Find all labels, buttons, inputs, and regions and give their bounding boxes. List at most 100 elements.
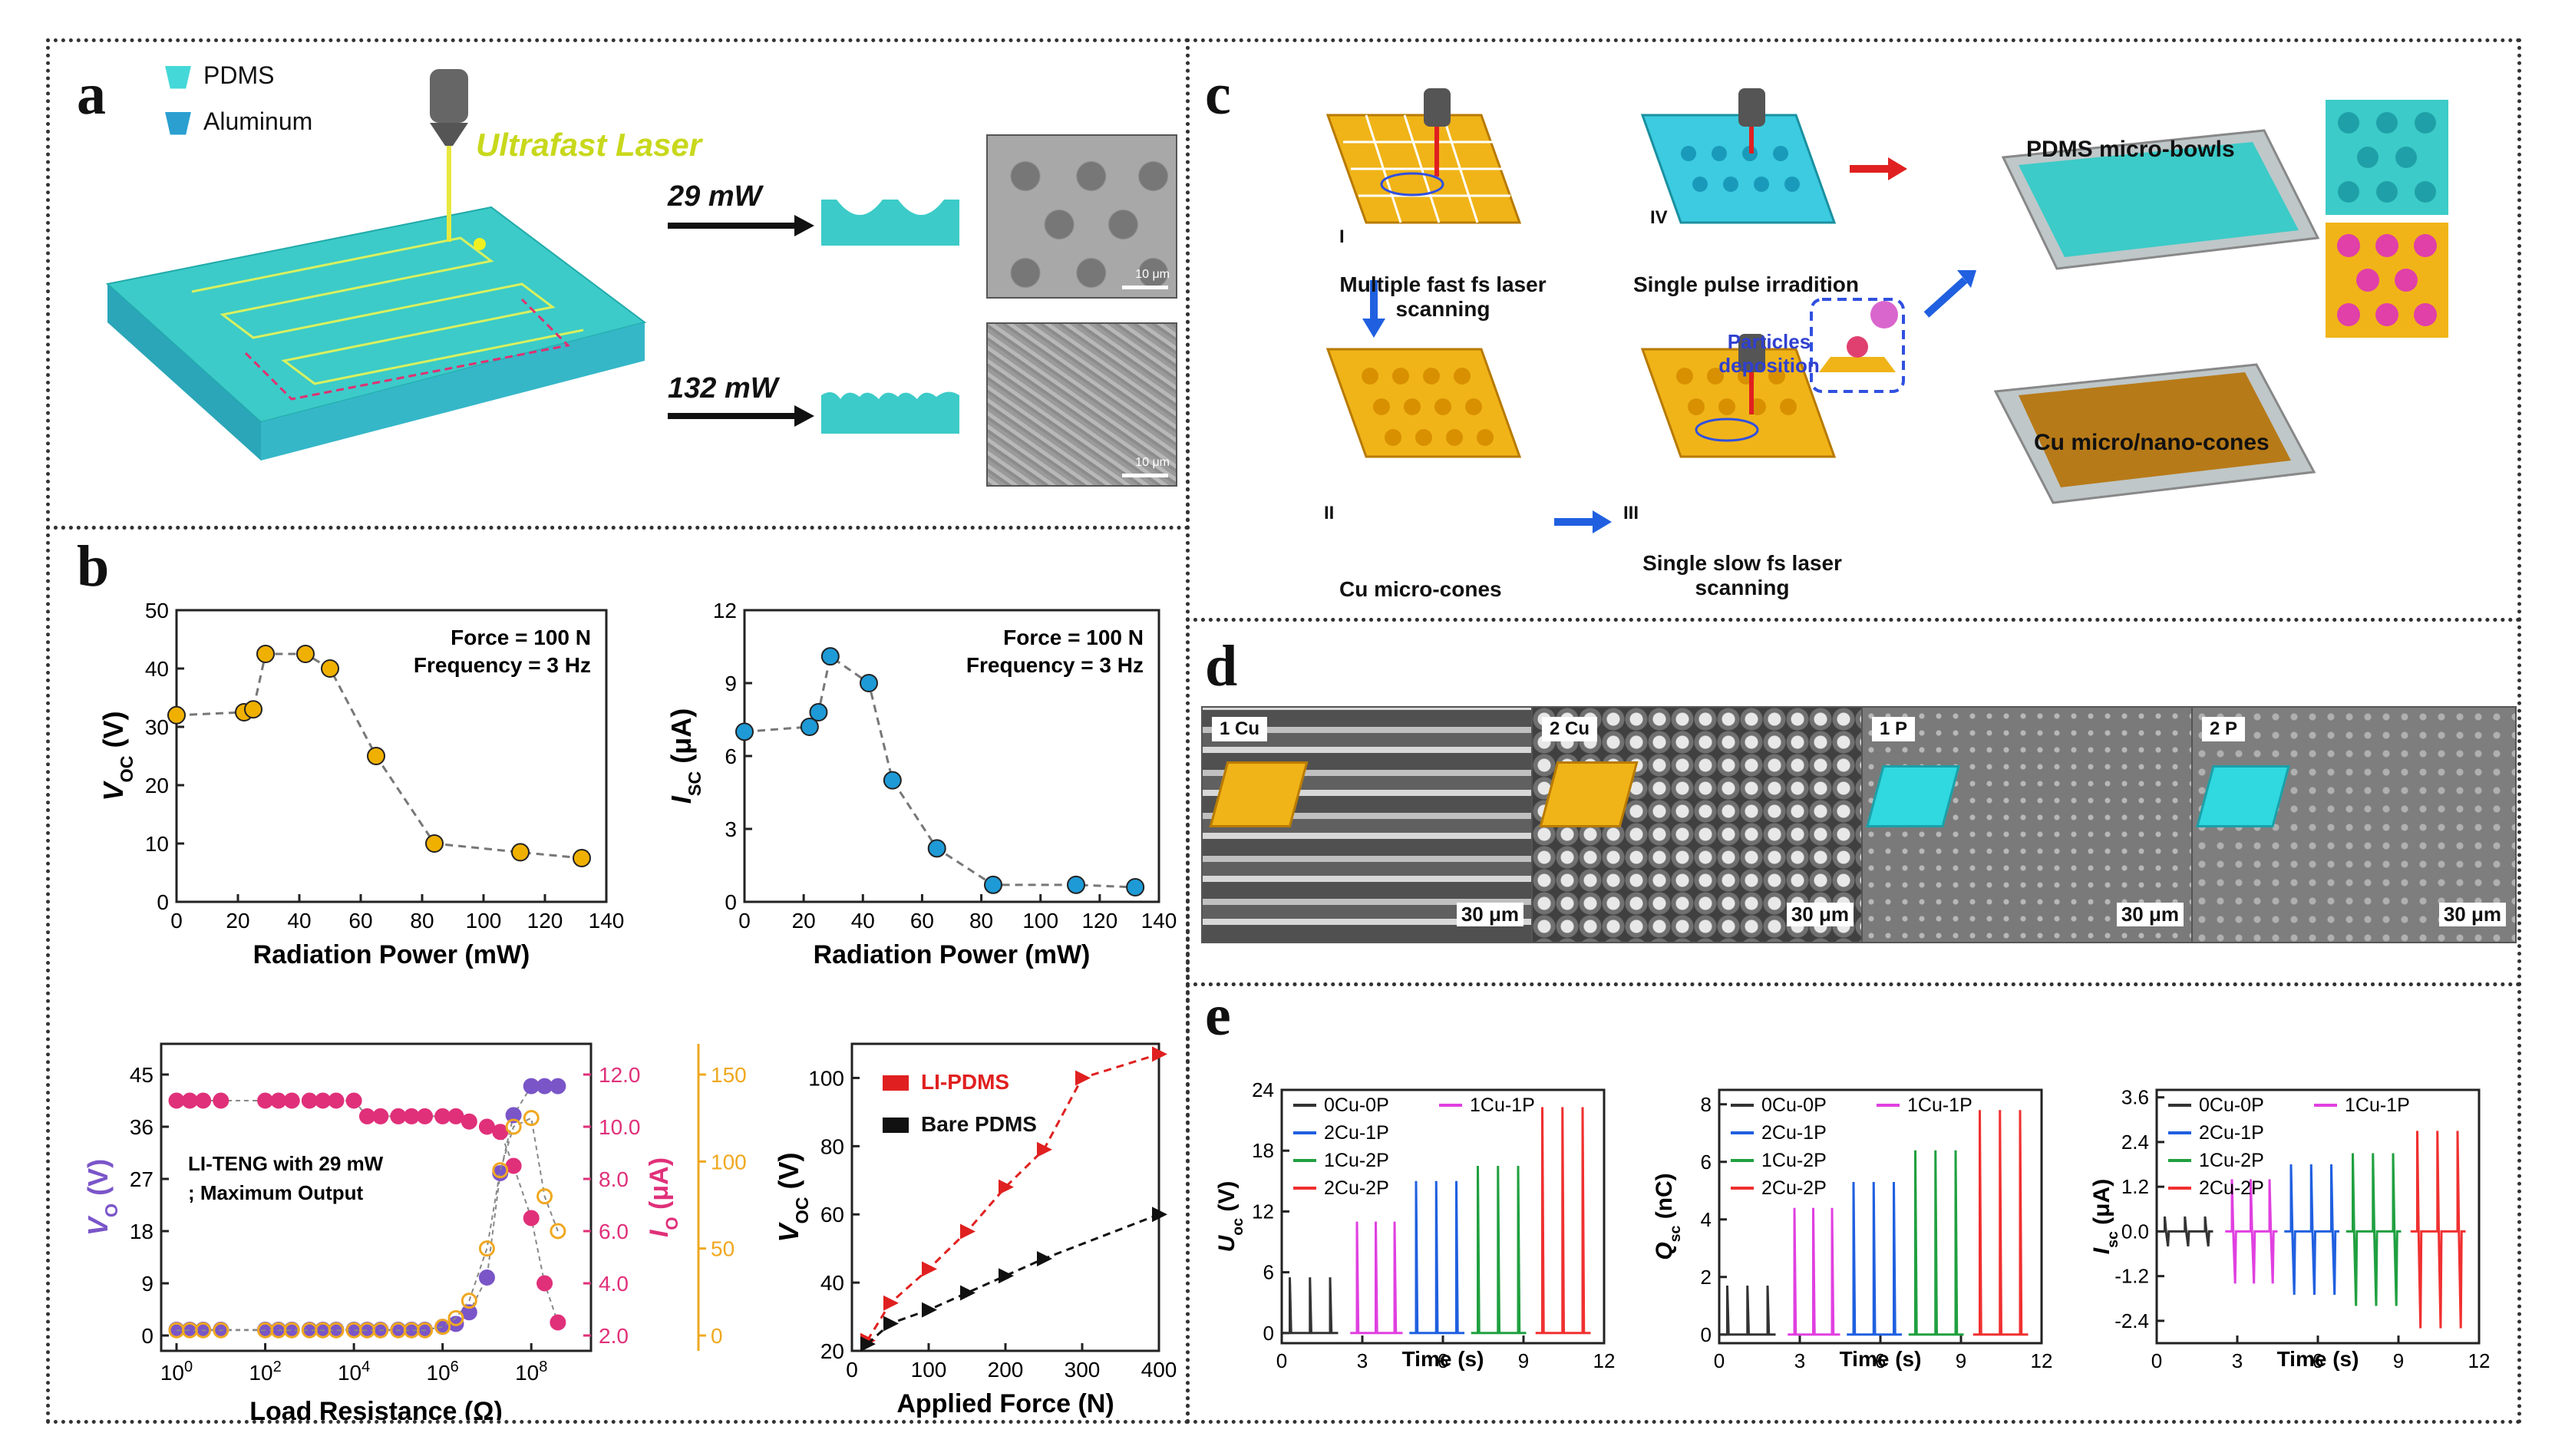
- y-tick-label: 0: [141, 1324, 154, 1348]
- data-point: [984, 875, 1002, 894]
- pulse-series: [1972, 1110, 2029, 1336]
- chart-voc-vs-power: 0 20 40 60 80 100 120 140 0 10 20 30 40 50 Radiation P…: [97, 599, 624, 969]
- data-point: [511, 843, 530, 862]
- annotation-text: LI-TENG with 29 mW: [188, 1152, 384, 1175]
- data-point: [301, 1092, 318, 1109]
- data-point: [860, 1336, 876, 1352]
- pulse-series: [2225, 1179, 2278, 1284]
- pulse-series: [1535, 1107, 1591, 1335]
- data-point: [328, 1322, 345, 1339]
- x-tick-label: 9: [2393, 1349, 2404, 1372]
- data-point: [883, 1295, 899, 1311]
- y-tick-label-right: 150: [711, 1063, 747, 1087]
- annotation-text: Frequency = 3 Hz: [966, 653, 1144, 677]
- axis-label: Time (s): [1402, 1347, 1484, 1371]
- pulse-series: [2284, 1164, 2339, 1295]
- cones-label: Cu micro/nano-cones: [2034, 430, 2270, 455]
- legend-label: 1Cu-1P: [1907, 1094, 1972, 1116]
- data-point: [960, 1223, 975, 1240]
- x-tick-label: 106: [427, 1359, 459, 1385]
- data-point: [800, 718, 819, 736]
- profile-high: [821, 391, 959, 434]
- sem-1p-label: 1 P: [1872, 717, 1916, 741]
- data-point: [883, 771, 902, 790]
- y-tick-label-right: 100: [711, 1150, 747, 1174]
- step-iv-label: Single pulse irradition: [1632, 272, 1860, 296]
- panel-label-a: a: [77, 62, 106, 127]
- data-point: [550, 1078, 566, 1094]
- y-tick-label: 6: [1701, 1151, 1712, 1174]
- axis-label: Isc (μA): [2089, 1179, 2121, 1254]
- axis-label: ISC (μA): [665, 708, 705, 804]
- scale-line: [1122, 286, 1168, 289]
- plot-frame: [160, 1042, 593, 1352]
- sem-2cu: 2 Cu 30 μm: [1531, 706, 1864, 943]
- data-point: [523, 1110, 540, 1127]
- axis-label: VOC (V): [773, 1152, 812, 1242]
- y-tick-label: 6: [1263, 1261, 1274, 1284]
- step-iv-num: IV: [1650, 207, 1668, 228]
- data-point: [367, 747, 385, 765]
- step-ii-num: II: [1324, 503, 1335, 523]
- data-point: [860, 674, 878, 692]
- step-iii-num: III: [1623, 503, 1639, 523]
- sem-2p-scale: 30 μm: [2438, 903, 2506, 926]
- data-point: [447, 1309, 464, 1326]
- data-point: [461, 1113, 477, 1130]
- x-tick-label: 40: [851, 909, 875, 933]
- legend-label: 1Cu-1P: [1470, 1094, 1535, 1116]
- step-i-label: Multiple fast fs laser scanning: [1339, 272, 1547, 321]
- x-tick-label: 20: [226, 909, 249, 933]
- data-point: [372, 1108, 389, 1124]
- axis-label: Time (s): [2277, 1347, 2359, 1371]
- x-tick-label: 12: [2031, 1349, 2053, 1372]
- panel-e: [1186, 982, 2521, 1424]
- data-point: [1037, 1141, 1052, 1157]
- sem-2p-label: 2 P: [2202, 717, 2246, 741]
- sem-image-29mw: 10 μm: [986, 134, 1177, 299]
- x-tick-label: 102: [249, 1359, 281, 1385]
- data-point: [536, 1275, 553, 1292]
- y-tick-label: -2.4: [2114, 1309, 2149, 1332]
- y-tick-label: 2: [1701, 1266, 1712, 1289]
- legend-label: 0Cu-0P: [1324, 1094, 1389, 1116]
- data-point: [922, 1261, 937, 1277]
- pulse-series: [1788, 1207, 1840, 1336]
- y-tick-label-right: 0: [711, 1324, 723, 1348]
- data-point: [372, 1322, 389, 1339]
- data-point: [195, 1092, 212, 1109]
- data-point: [168, 1092, 185, 1109]
- axis-label: Load Resistance (Ω): [249, 1397, 503, 1420]
- chart-isc-vs-power: 0 20 40 60 80 100 120 140 0 3 6 9 12 Radiation Power …: [665, 599, 1177, 969]
- sem-2cu-label: 2 Cu: [1542, 717, 1598, 741]
- sem-2p: 2 P 30 μm: [2191, 706, 2517, 943]
- series-line: [867, 1213, 1160, 1345]
- y-tick-label: 24: [1252, 1078, 1274, 1101]
- y-tick-label: 30: [145, 715, 169, 739]
- x-tick-label: 0: [1714, 1349, 1725, 1372]
- data-point: [1075, 1070, 1091, 1086]
- x-tick-label: 3: [1794, 1349, 1805, 1372]
- data-point: [492, 1162, 509, 1179]
- data-point: [434, 1108, 451, 1124]
- laser-substrate-illustration: [105, 69, 647, 461]
- sem-1cu: 1 Cu 30 μm: [1201, 706, 1534, 943]
- 2cu-model-icon: [1539, 761, 1639, 827]
- panel-label-c: c: [1205, 62, 1231, 127]
- data-point: [883, 1316, 899, 1332]
- data-point: [505, 1107, 522, 1124]
- legend-swatch: [883, 1118, 909, 1133]
- data-point: [735, 722, 754, 741]
- step-ii-label: Cu micro-cones: [1339, 577, 1502, 601]
- pulse-series: [2345, 1153, 2402, 1306]
- data-point: [425, 834, 444, 853]
- y-tick-label: 3: [725, 817, 737, 841]
- x-tick-label: 80: [969, 909, 993, 933]
- legend-pdms: PDMS: [165, 61, 274, 90]
- y-tick-label: 80: [820, 1134, 844, 1158]
- y-tick-label: 10: [145, 832, 169, 856]
- y-tick-label: 40: [145, 657, 169, 681]
- x-tick-label: 9: [1956, 1349, 1966, 1372]
- arrow-low-head-icon: [794, 215, 814, 236]
- legend-label: 2Cu-2P: [1761, 1177, 1827, 1199]
